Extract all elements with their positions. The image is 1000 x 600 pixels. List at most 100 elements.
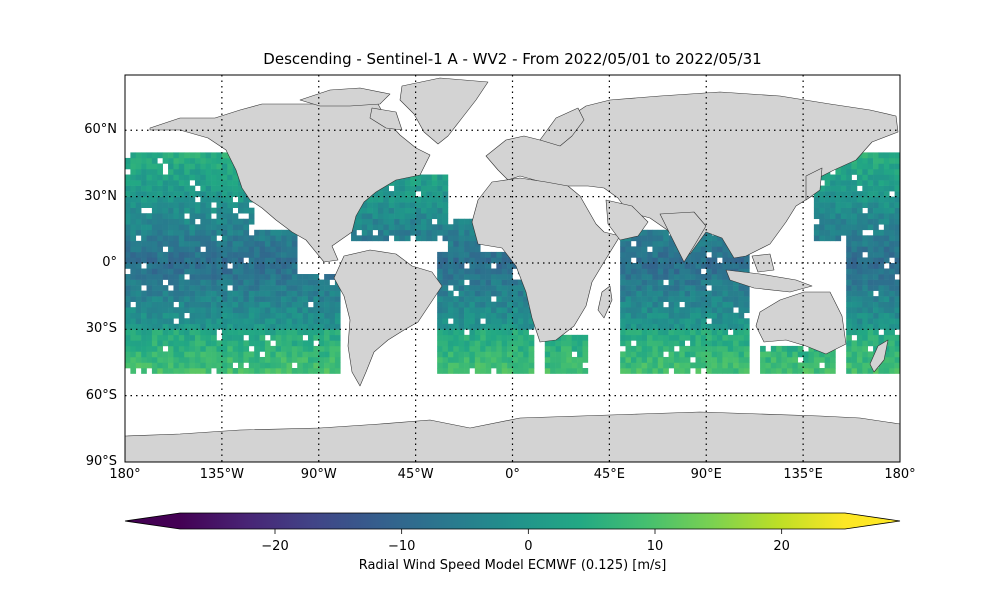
- wind-cell: [205, 356, 212, 363]
- wind-cell: [636, 356, 642, 363]
- wind-cell: [184, 152, 190, 159]
- wind-cell: [281, 362, 287, 369]
- wind-cell: [453, 318, 459, 325]
- wind-cell: [254, 251, 260, 258]
- wind-cell: [862, 290, 869, 297]
- wind-cell: [851, 202, 858, 208]
- wind-cell: [286, 362, 293, 369]
- wind-cell: [501, 318, 508, 325]
- wind-cell: [700, 251, 707, 258]
- wind-cell: [657, 301, 664, 308]
- wind-cell: [173, 362, 180, 369]
- wind-cell: [281, 279, 287, 286]
- wind-cell: [867, 251, 874, 258]
- wind-cell: [216, 202, 223, 208]
- wind-cell: [130, 246, 137, 253]
- wind-cell: [684, 329, 691, 336]
- wind-cell: [431, 213, 438, 220]
- wind-cell: [657, 240, 664, 247]
- wind-cell: [404, 235, 411, 242]
- wind-cell: [243, 196, 250, 203]
- wind-cell: [647, 257, 653, 264]
- wind-cell: [878, 235, 885, 242]
- wind-cell: [883, 191, 890, 197]
- wind-cell: [329, 340, 336, 347]
- wind-cell: [657, 351, 664, 358]
- wind-cell: [889, 329, 895, 336]
- wind-cell: [501, 362, 508, 369]
- wind-cell: [883, 318, 890, 325]
- wind-cell: [259, 279, 266, 286]
- wind-cell: [447, 235, 454, 242]
- wind-cell: [630, 274, 637, 280]
- wind-cell: [679, 262, 686, 269]
- wind-cell: [743, 323, 750, 330]
- wind-cell: [329, 334, 336, 341]
- wind-cell: [711, 240, 718, 247]
- wind-cell: [135, 329, 142, 336]
- wind-cell: [259, 312, 266, 319]
- wind-cell: [894, 163, 900, 170]
- wind-cell: [743, 296, 750, 302]
- wind-cell: [270, 274, 276, 280]
- wind-cell: [512, 351, 519, 358]
- wind-cell: [873, 240, 879, 247]
- wind-cell: [706, 268, 712, 275]
- wind-cell: [496, 340, 503, 347]
- wind-cell: [453, 356, 459, 363]
- wind-cell: [517, 318, 524, 325]
- wind-cell: [162, 213, 169, 220]
- wind-cell: [157, 356, 163, 363]
- wind-cell: [760, 356, 766, 363]
- wind-cell: [221, 345, 228, 352]
- wind-cell: [862, 368, 869, 374]
- wind-cell: [372, 213, 379, 220]
- wind-cell: [625, 312, 632, 319]
- wind-cell: [162, 207, 169, 214]
- wind-cell: [458, 340, 465, 347]
- wind-cell: [135, 356, 142, 363]
- wind-cell: [657, 307, 664, 314]
- wind-cell: [168, 368, 174, 374]
- wind-cell: [151, 279, 158, 286]
- wind-cell: [135, 285, 142, 291]
- wind-cell: [200, 168, 207, 175]
- wind-cell: [168, 345, 174, 352]
- wind-cell: [329, 323, 336, 330]
- wind-cell: [291, 356, 298, 363]
- wind-cell: [232, 351, 239, 358]
- wind-cell: [313, 329, 320, 336]
- wind-cell: [173, 257, 180, 264]
- wind-cell: [178, 163, 185, 170]
- wind-cell: [216, 196, 223, 203]
- wind-cell: [722, 268, 729, 275]
- wind-cell: [302, 279, 309, 286]
- wind-cell: [878, 246, 885, 253]
- wind-cell: [447, 356, 454, 363]
- wind-cell: [862, 318, 869, 325]
- wind-cell: [447, 268, 454, 275]
- wind-cell: [856, 224, 863, 231]
- wind-cell: [862, 174, 869, 181]
- wind-cell: [668, 285, 675, 291]
- wind-cell: [232, 240, 239, 247]
- wind-cell: [125, 240, 131, 247]
- wind-cell: [652, 235, 659, 242]
- wind-cell: [469, 246, 476, 253]
- wind-cell: [141, 356, 147, 363]
- wind-cell: [205, 318, 212, 325]
- wind-cell: [184, 191, 190, 197]
- wind-cell: [453, 340, 459, 347]
- wind-cell: [851, 345, 858, 352]
- wind-cell: [173, 157, 180, 164]
- wind-cell: [733, 318, 739, 325]
- wind-cell: [361, 202, 368, 208]
- wind-cell: [636, 262, 642, 269]
- wind-cell: [781, 345, 788, 352]
- wind-cell: [668, 340, 675, 347]
- wind-cell: [329, 329, 336, 336]
- wind-cell: [490, 285, 497, 291]
- wind-cell: [695, 301, 702, 308]
- wind-cell: [194, 351, 201, 358]
- wind-cell: [512, 290, 519, 297]
